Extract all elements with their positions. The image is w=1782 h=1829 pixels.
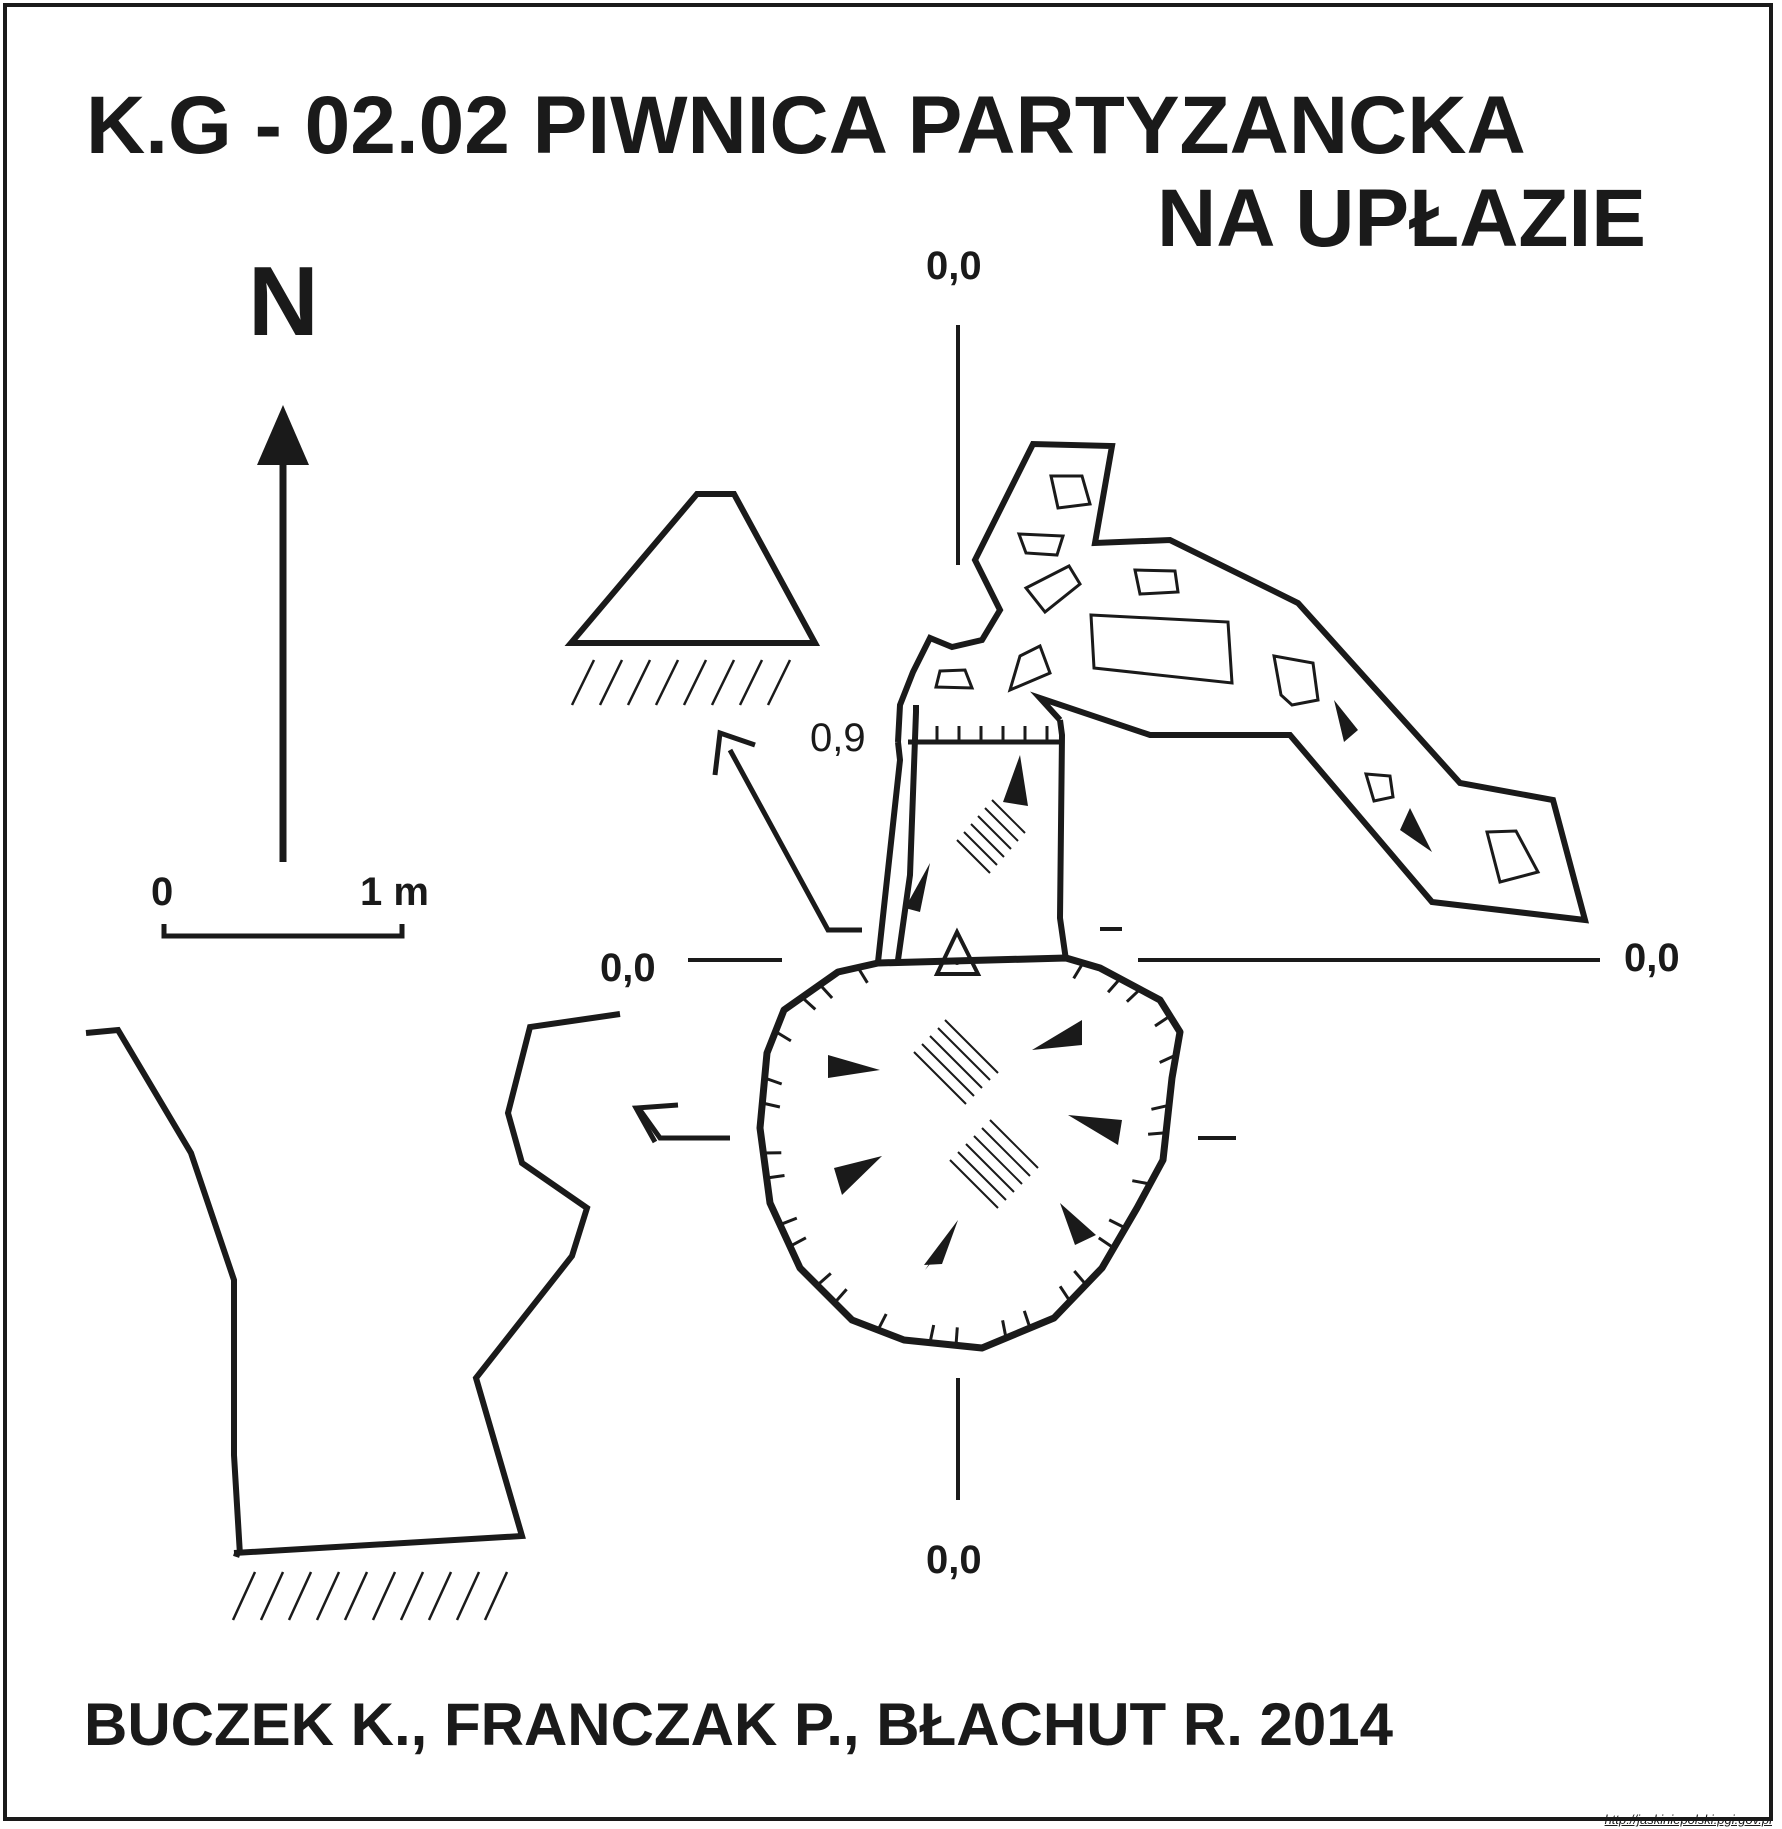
authors-credit: BUCZEK K., FRANCZAK P., BŁACHUT R. 2014	[84, 1691, 1394, 1758]
chamber-hachure-tick	[876, 1313, 888, 1331]
depth-label-right: 0,0	[1624, 936, 1680, 980]
chamber-hachure-tick	[856, 966, 869, 984]
map-title-line2: NA UPŁAZIE	[1157, 173, 1646, 264]
chamber-hachure-tick	[774, 1030, 792, 1043]
chamber-hachure-tick	[1154, 1014, 1171, 1028]
depth-label-ledge: 0,9	[810, 716, 866, 760]
chamber-hachure-tick	[761, 1101, 781, 1109]
slope-arrows	[905, 700, 1432, 912]
chamber-hachure-tick	[833, 1288, 848, 1304]
chamber-hachure-tick	[1058, 1285, 1072, 1303]
survey-axis-lines	[688, 325, 1600, 1500]
chamber-hachure-tick	[928, 1324, 936, 1344]
scale-start-label: 0	[151, 870, 174, 914]
chamber-slope-arrows	[828, 1020, 1122, 1270]
ledge-hachure	[908, 726, 1060, 745]
north-label: N	[248, 246, 319, 356]
scree-hatching	[956, 799, 1026, 874]
cross-section-trapezoid	[564, 491, 821, 706]
source-watermark: http://jaskiniepolski.pgi.gov.pl	[1604, 1812, 1772, 1827]
chamber-hachure-tick	[1097, 1236, 1115, 1250]
chamber-hachure-tick	[818, 983, 834, 1000]
depth-label-bottom: 0,0	[926, 1538, 982, 1582]
scale-end-label: 1 m	[360, 870, 429, 914]
chamber-hachure-tick	[800, 996, 817, 1011]
chamber-hachure-tick	[1125, 988, 1142, 1003]
chamber-hachure-tick	[1072, 962, 1085, 980]
scale-bar	[161, 924, 405, 939]
chamber-hachure-tick	[1106, 977, 1122, 994]
chamber-hachure-tick	[1073, 1270, 1088, 1286]
map-frame	[3, 3, 1773, 1821]
direction-arrow-west	[631, 1102, 730, 1144]
chamber-hachure-tick	[764, 1076, 783, 1086]
cave-passage-outline	[875, 440, 1590, 963]
chamber-hachure-tick	[789, 1236, 807, 1248]
longitudinal-profile	[85, 1011, 621, 1621]
rock-blocks	[934, 474, 1541, 884]
chamber-hachure-tick	[1022, 1310, 1032, 1329]
chamber-hachure-tick	[1108, 1218, 1126, 1230]
chamber-hachure-tick	[1132, 1179, 1151, 1186]
north-arrow	[257, 405, 309, 862]
chamber-outline	[756, 954, 1184, 1352]
direction-arrow-northwest	[712, 729, 862, 933]
chamber-hachure-tick	[779, 1216, 798, 1227]
chamber-scree-hatching	[913, 1019, 1039, 1209]
chamber-hachure-tick	[954, 1327, 959, 1346]
survey-station-marker	[933, 927, 982, 976]
map-title: K.G - 02.02 PIWNICA PARTYZANCKA	[86, 80, 1526, 171]
chamber-hachure-tick	[1147, 1131, 1167, 1136]
chamber-hachure-tick	[816, 1272, 832, 1287]
chamber-hachure-tick	[766, 1174, 785, 1180]
chamber-hachure-tick	[1159, 1053, 1177, 1064]
chamber-hachure-tick	[1001, 1320, 1008, 1339]
depth-label-top: 0,0	[926, 244, 982, 288]
depth-label-left: 0,0	[600, 946, 656, 990]
chamber-hachure-tick	[1151, 1103, 1170, 1111]
